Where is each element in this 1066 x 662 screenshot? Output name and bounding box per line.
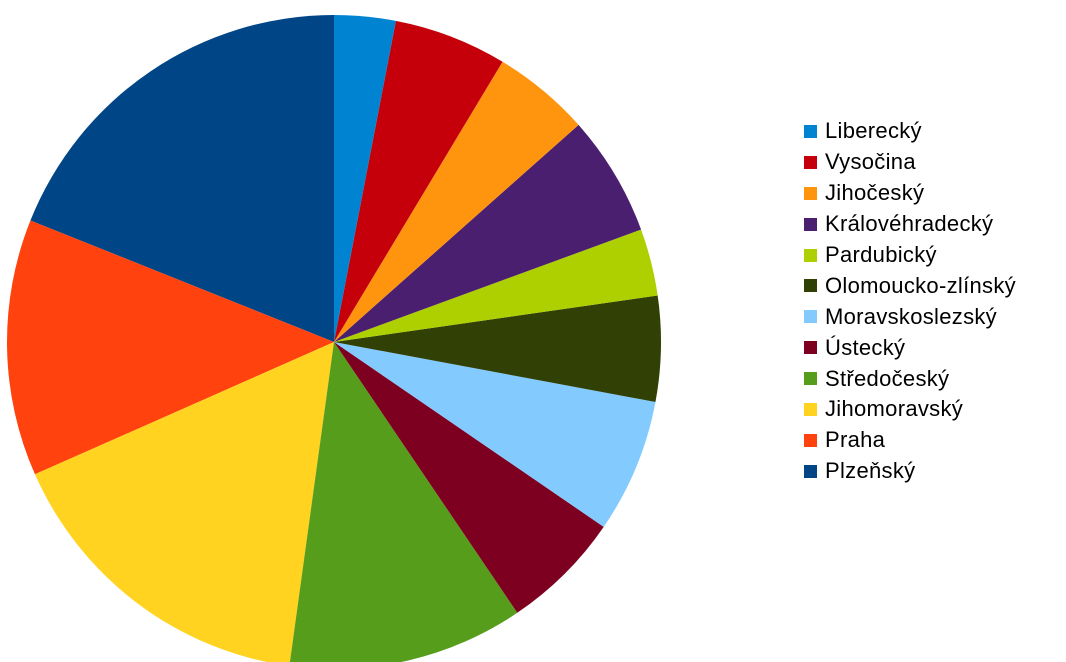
legend-label: Praha (825, 427, 886, 453)
legend-label: Jihomoravský (825, 396, 964, 422)
pie-slice-12 (334, 15, 396, 342)
legend-label: Pardubický (825, 242, 937, 267)
legend-item: Liberecký (804, 116, 1016, 147)
pie-slice-9 (334, 124, 642, 343)
legend-swatch (804, 217, 817, 231)
legend-label: Královéhradecký (825, 211, 994, 237)
pie-slice-2 (6, 220, 335, 475)
legend-item: Ústecký (804, 332, 1016, 363)
legend-item: Praha (804, 425, 1016, 456)
chart-legend: Liberecký Vysočina Jihočeský Královéhradeck… (804, 116, 1016, 487)
legend-label: Středočeský (825, 365, 950, 391)
pie-plot (6, 15, 661, 662)
legend-swatch (804, 186, 817, 200)
pie-slice-7 (334, 295, 661, 402)
legend-item: Jihomoravský (804, 394, 1016, 425)
legend-item: Jihočeský (804, 178, 1016, 209)
legend-swatch (804, 155, 817, 169)
legend-item: Plzeňský (804, 456, 1016, 487)
legend-item: Středočeský (804, 363, 1016, 394)
pie-slice-11 (334, 20, 503, 342)
legend-label: Ústecký (825, 334, 906, 360)
legend-swatch (804, 124, 817, 138)
legend-label: Jihočeský (825, 180, 925, 206)
legend-label: Olomoucko-zlínský (825, 272, 1016, 298)
pie-slice-10 (334, 61, 579, 343)
legend-label: Vysočina (825, 149, 916, 175)
legend-label: Liberecký (825, 118, 922, 144)
legend-swatch (804, 464, 817, 478)
pie-slice-1 (30, 15, 334, 342)
pie-slice-8 (334, 229, 658, 342)
legend-swatch (804, 433, 817, 447)
legend-item: Vysočina (804, 147, 1016, 178)
legend-swatch (804, 310, 817, 324)
legend-label: Plzeňský (825, 458, 916, 484)
legend-swatch (804, 372, 817, 386)
legend-swatch (804, 341, 817, 355)
legend-label: Moravskoslezský (825, 303, 997, 329)
legend-item: Moravskoslezský (804, 301, 1016, 332)
pie-slice-3 (34, 342, 334, 662)
pie-slice-6 (334, 342, 656, 527)
legend-item: Olomoucko-zlínský (804, 270, 1016, 301)
legend-item: Královéhradecký (804, 209, 1016, 240)
legend-item: Pardubický (804, 240, 1016, 271)
pie-slice-5 (334, 342, 604, 613)
legend-swatch (804, 279, 817, 293)
legend-swatch (804, 402, 817, 416)
legend-swatch (804, 248, 817, 262)
pie-slice-4 (289, 342, 518, 662)
